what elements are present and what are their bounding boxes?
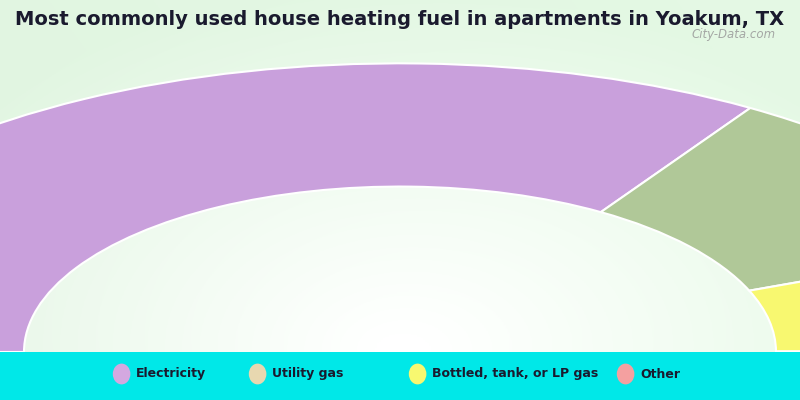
- Text: Most commonly used house heating fuel in apartments in Yoakum, TX: Most commonly used house heating fuel in…: [15, 10, 785, 29]
- Ellipse shape: [409, 364, 426, 384]
- Text: Other: Other: [640, 368, 680, 380]
- Ellipse shape: [249, 364, 266, 384]
- Text: Bottled, tank, or LP gas: Bottled, tank, or LP gas: [432, 368, 598, 380]
- Wedge shape: [0, 63, 750, 352]
- Wedge shape: [601, 108, 800, 291]
- Text: City-Data.com: City-Data.com: [692, 28, 776, 41]
- Wedge shape: [776, 351, 800, 352]
- Ellipse shape: [617, 364, 634, 384]
- Text: Utility gas: Utility gas: [272, 368, 343, 380]
- Text: Electricity: Electricity: [136, 368, 206, 380]
- Wedge shape: [750, 245, 800, 352]
- Ellipse shape: [113, 364, 130, 384]
